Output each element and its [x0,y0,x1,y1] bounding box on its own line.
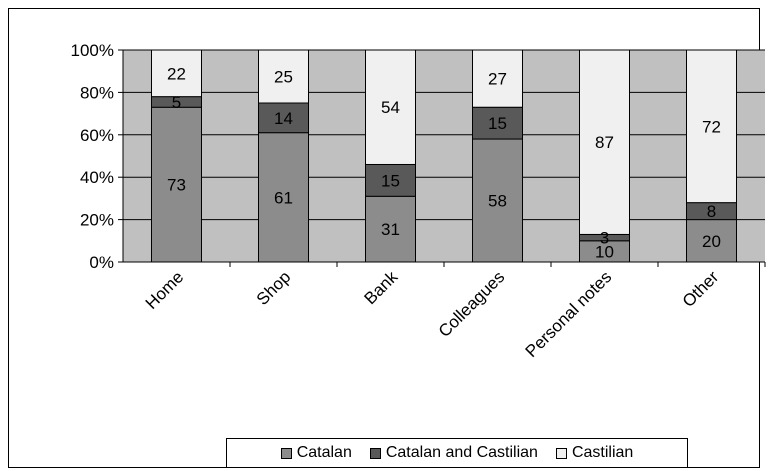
y-tick-label: 20% [80,211,114,230]
legend-label-catalan-and-castilian: Catalan and Castilian [385,444,538,461]
x-tick-label: Shop [253,267,295,309]
data-label: 10 [595,242,614,261]
legend: Catalan Catalan and Castilian Castilian [226,438,688,468]
y-tick-label: 60% [80,126,114,145]
data-label: 5 [172,93,181,112]
legend-item-castilian: Castilian [555,444,634,462]
data-label: 72 [702,117,721,136]
legend-item-catalan: Catalan [280,444,352,462]
data-label: 27 [488,70,507,89]
x-tick-label: Colleagues [435,267,509,341]
data-label: 3 [600,229,609,248]
y-tick-label: 40% [80,168,114,187]
y-tick-label: 80% [80,83,114,102]
data-label: 73 [167,176,186,195]
data-label: 58 [488,192,507,211]
bar-segment [365,163,416,197]
data-label: 54 [381,98,400,117]
legend-label-castilian: Castilian [571,444,634,461]
x-tick-label: Bank [360,267,401,308]
data-label: 8 [707,202,716,221]
data-label: 15 [488,114,507,133]
x-tick-label: Other [679,267,723,311]
legend-swatch-castilian [555,447,567,459]
data-label: 14 [274,109,293,128]
legend-swatch-catalan [280,447,292,459]
bar-segment [579,49,630,235]
data-label: 22 [167,64,186,83]
bar-segment [686,49,737,204]
bar-segment [472,106,523,140]
bar-segment [151,49,202,98]
legend-item-catalan-and-castilian: Catalan and Castilian [369,444,538,462]
y-tick-label: 100% [71,41,114,60]
data-label: 20 [702,232,721,251]
data-label: 87 [595,133,614,152]
legend-label-catalan: Catalan [296,444,352,461]
plot-area [123,50,765,262]
bar-segment [151,106,202,263]
legend-swatch-catalan-and-castilian [369,447,381,459]
x-tick-label: Personal notes [522,267,616,361]
data-label: 31 [381,220,400,239]
data-label: 25 [274,68,293,87]
bar-segment [365,49,416,165]
bar-segment [472,49,523,108]
bar-segment [258,49,309,104]
y-tick-label: 0% [89,253,114,272]
x-tick-label: Home [142,267,188,313]
data-label: 15 [381,171,400,190]
data-label: 61 [274,188,293,207]
